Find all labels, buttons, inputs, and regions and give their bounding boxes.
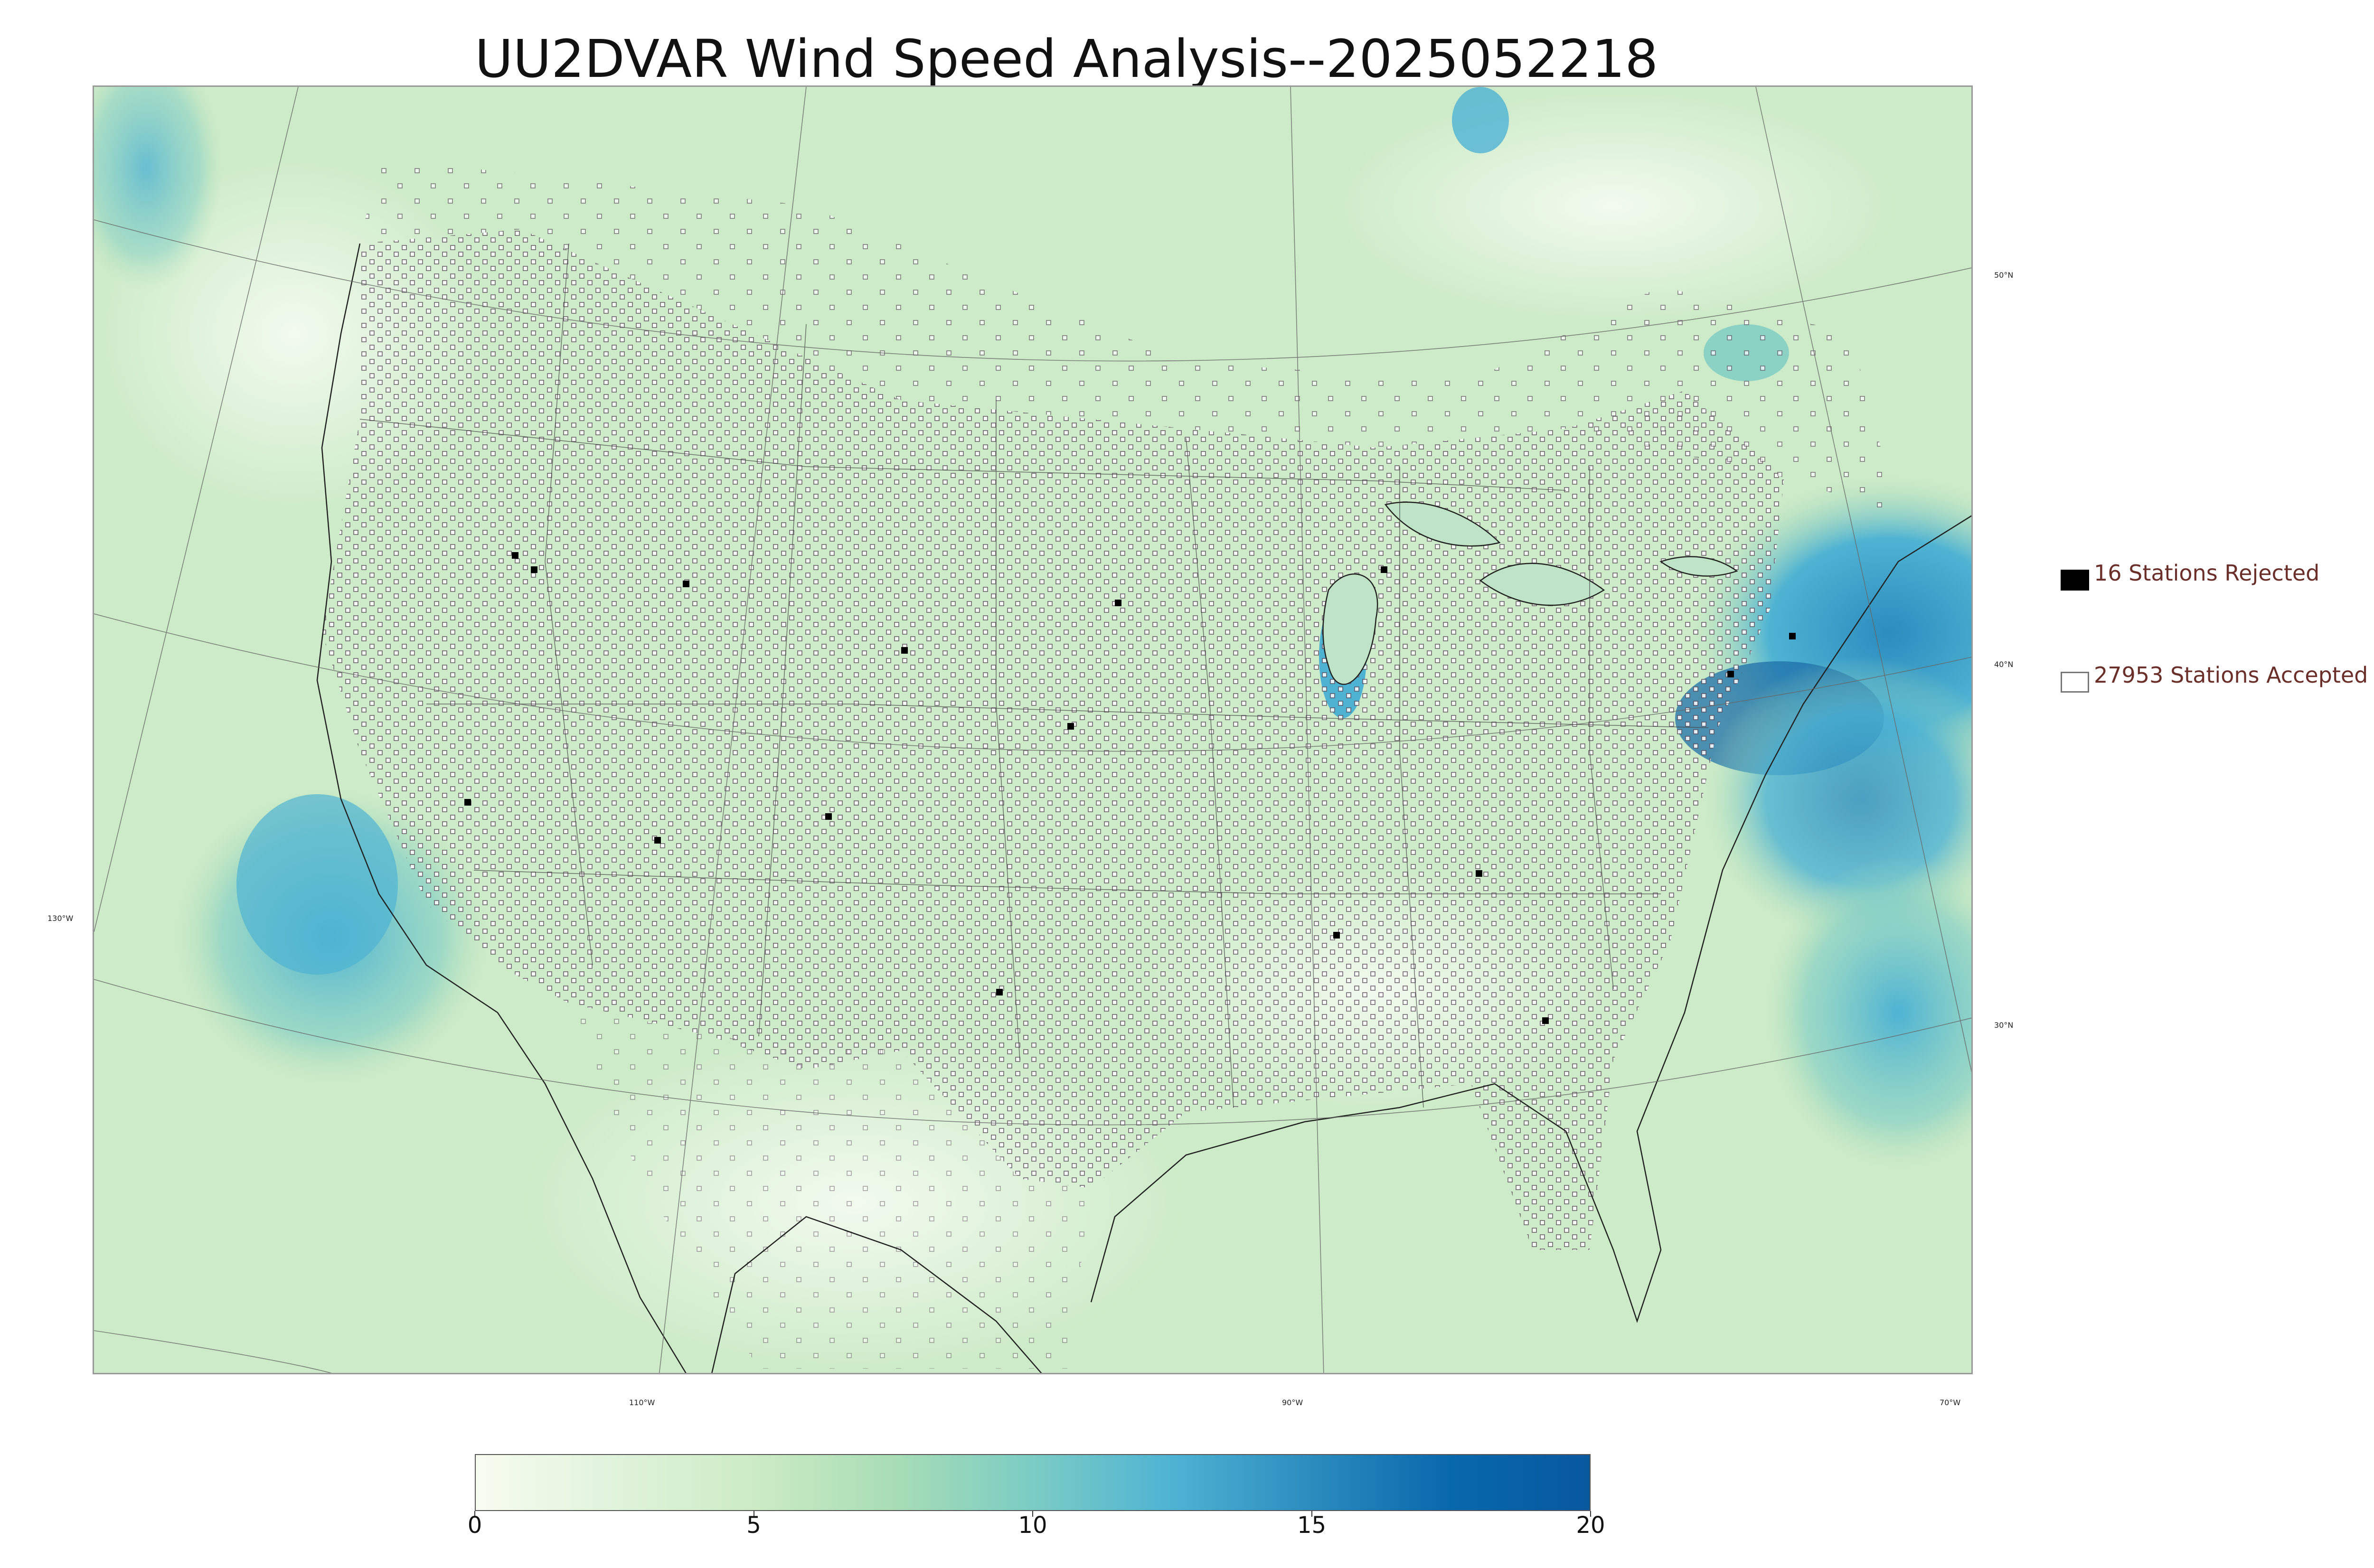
- colorbar-tick-label: 5: [746, 1512, 761, 1539]
- colorbar: [475, 1454, 1591, 1511]
- lon-label-70w: 70°W: [1940, 1398, 1961, 1407]
- rejected-label: 16 Stations Rejected: [2094, 560, 2320, 586]
- wind-field-patch: [94, 87, 222, 291]
- lon-label-110w: 110°W: [629, 1398, 655, 1407]
- lat-label-40n: 40°N: [1994, 660, 2014, 669]
- great-lakes: [1322, 501, 1738, 685]
- accepted-swatch: [2061, 672, 2089, 693]
- lat-label-30n: 30°N: [1994, 1021, 2014, 1030]
- rejected-swatch: [2061, 570, 2089, 591]
- state-borders: [359, 243, 1709, 1108]
- wind-field-patch: [1328, 87, 1898, 324]
- lon-label-90w: 90°W: [1282, 1398, 1303, 1407]
- colorbar-tick-mark: [474, 1511, 475, 1517]
- station-markers-mexico: [569, 1003, 1091, 1369]
- colorbar-tick-mark: [1311, 1511, 1312, 1517]
- colorbar-tick-label: 20: [1576, 1512, 1605, 1539]
- wind-field-patch: [1765, 856, 1971, 1169]
- wind-speed-map: [93, 85, 1973, 1374]
- colorbar-tick-mark: [1032, 1511, 1033, 1517]
- colorbar-tick-label: 15: [1297, 1512, 1327, 1539]
- lon-label-130w: 130°W: [47, 914, 74, 923]
- station-markers-canada: [360, 158, 1898, 514]
- accepted-label: 27953 Stations Accepted: [2094, 662, 2368, 688]
- colorbar-tick-label: 0: [467, 1512, 482, 1539]
- graticule: [94, 87, 1971, 1373]
- lat-label-50n: 50°N: [1994, 271, 2014, 280]
- colorbar-tick-mark: [1590, 1511, 1591, 1517]
- station-markers: [322, 229, 1784, 1250]
- wind-field-patch: [236, 794, 398, 975]
- rejected-stations: [464, 552, 1796, 1024]
- colorbar-tick-label: 10: [1018, 1512, 1047, 1539]
- coastlines: [316, 243, 1971, 1373]
- wind-field-patch: [1452, 87, 1509, 153]
- map-title: UU2DVAR Wind Speed Analysis--2025052218: [475, 28, 1658, 89]
